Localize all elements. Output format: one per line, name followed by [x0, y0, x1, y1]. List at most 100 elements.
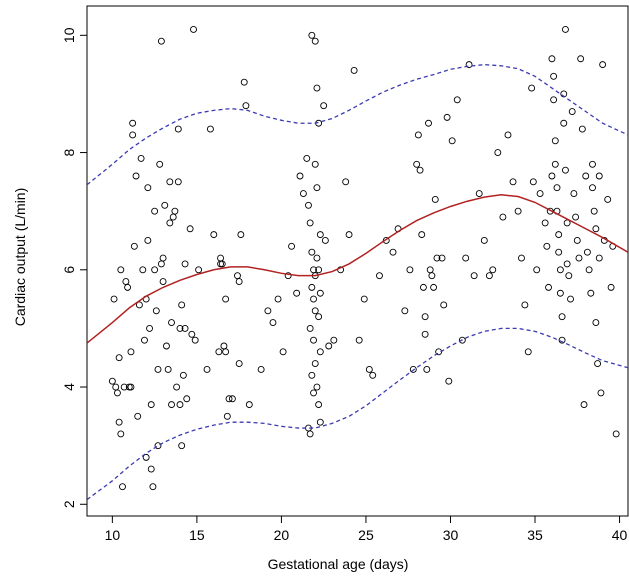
data-point	[141, 336, 148, 344]
data-point	[599, 61, 607, 69]
data-point	[556, 289, 564, 297]
x-tick-label: 15	[189, 527, 205, 543]
data-point	[583, 248, 591, 256]
data-point	[489, 266, 497, 274]
data-point	[589, 160, 596, 168]
data-point	[313, 254, 321, 262]
data-point	[176, 401, 184, 409]
data-point	[127, 348, 135, 356]
data-point	[342, 178, 350, 186]
data-point	[580, 401, 588, 409]
data-point	[113, 389, 121, 397]
data-point	[568, 108, 576, 115]
data-point	[139, 266, 147, 274]
data-point	[303, 154, 311, 162]
y-axis-title: Cardiac output (L/min)	[12, 188, 28, 327]
data-point	[382, 237, 390, 244]
data-point	[129, 131, 137, 139]
data-point	[499, 213, 507, 221]
data-point	[320, 102, 328, 110]
data-point	[174, 125, 182, 133]
data-point	[288, 242, 296, 250]
data-point	[575, 254, 583, 262]
data-point	[181, 324, 189, 332]
data-point	[171, 207, 179, 215]
data-point	[430, 283, 438, 291]
x-tick-label: 10	[105, 527, 121, 543]
data-point	[462, 254, 470, 262]
data-point	[176, 324, 184, 332]
data-point	[365, 366, 373, 373]
data-point	[592, 225, 600, 233]
data-point	[558, 336, 566, 344]
data-point	[174, 178, 182, 186]
data-point	[438, 254, 446, 262]
data-point	[315, 313, 323, 321]
data-point	[553, 184, 561, 192]
data-point	[220, 342, 228, 350]
data-point	[142, 453, 150, 461]
data-point	[433, 254, 441, 262]
data-point	[345, 231, 353, 239]
data-point	[310, 295, 317, 303]
data-point	[223, 412, 231, 420]
data-point	[529, 178, 537, 186]
x-tick-label: 30	[443, 527, 459, 543]
data-point	[132, 172, 140, 180]
data-point	[154, 442, 162, 450]
data-point	[541, 219, 549, 227]
data-point	[585, 266, 593, 274]
data-point	[494, 149, 502, 157]
data-point	[110, 295, 118, 303]
data-point	[595, 172, 603, 180]
data-point	[590, 207, 598, 215]
data-point	[607, 283, 615, 291]
data-point	[117, 430, 125, 438]
data-point	[127, 383, 135, 391]
data-point	[108, 377, 116, 385]
data-point	[406, 266, 414, 274]
data-point	[245, 401, 253, 409]
data-points	[108, 26, 620, 491]
data-point	[577, 55, 585, 63]
data-point	[306, 430, 314, 438]
data-point	[124, 283, 132, 291]
y-tick-label: 10	[61, 27, 77, 43]
data-point	[325, 342, 333, 350]
data-point	[166, 178, 174, 186]
data-point	[316, 231, 324, 239]
fit-curve-line	[87, 194, 628, 344]
data-point	[284, 272, 292, 280]
data-point	[130, 242, 138, 250]
data-point	[183, 395, 191, 403]
data-point	[215, 348, 223, 356]
data-point	[156, 160, 164, 168]
data-point	[504, 131, 512, 139]
data-point	[308, 283, 316, 291]
data-point	[235, 278, 243, 285]
data-point	[169, 213, 177, 221]
data-point	[120, 383, 128, 391]
data-point	[218, 260, 226, 268]
data-point	[311, 160, 319, 168]
data-point	[418, 231, 426, 239]
data-point	[222, 348, 230, 356]
data-point	[518, 254, 525, 262]
data-point	[453, 96, 461, 104]
lower-band-line	[87, 327, 628, 501]
data-point	[240, 78, 248, 86]
data-point	[443, 113, 451, 121]
data-point	[203, 366, 211, 373]
data-point	[604, 195, 612, 203]
data-point	[509, 178, 517, 186]
data-point	[151, 207, 159, 215]
data-point	[389, 248, 397, 256]
data-point	[572, 213, 580, 221]
data-point	[316, 289, 324, 297]
x-tick-label: 25	[358, 527, 374, 543]
data-point	[157, 37, 165, 45]
data-point	[161, 201, 169, 209]
data-point	[551, 137, 559, 145]
data-point	[152, 307, 160, 315]
